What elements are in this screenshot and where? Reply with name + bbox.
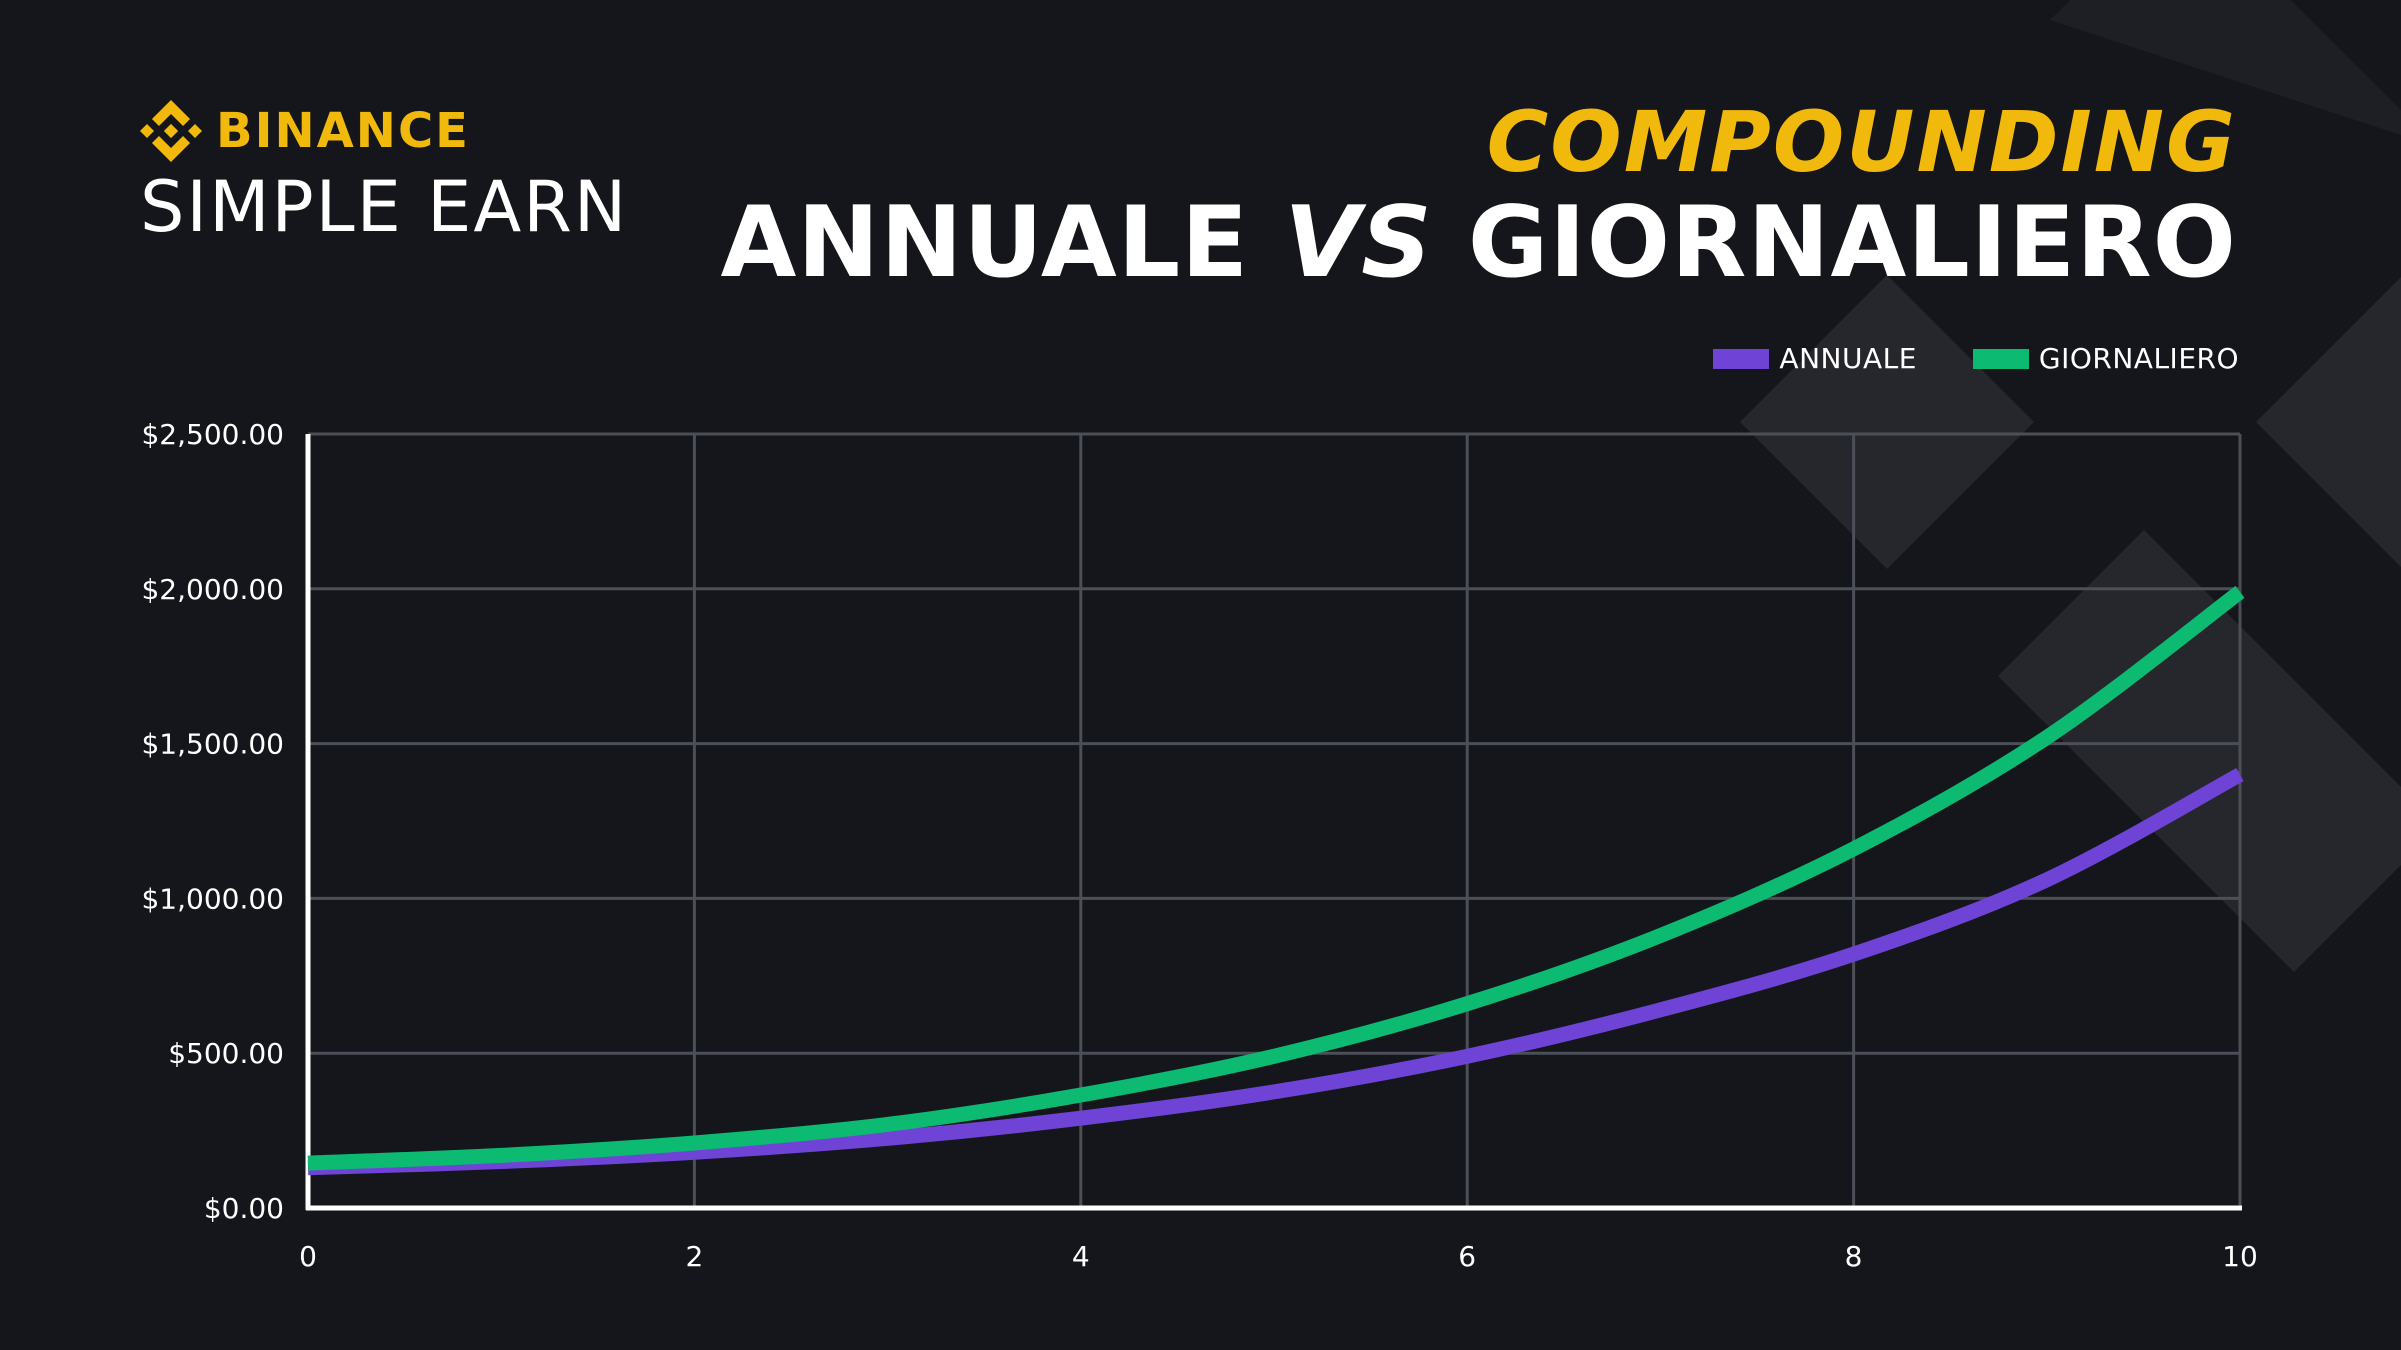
chart-title: ANNUALE VS GIORNALIERO <box>720 194 2237 292</box>
legend-label-annuale: ANNUALE <box>1779 342 1917 375</box>
product-name: SIMPLE EARN <box>140 166 629 248</box>
bg-diamond-large <box>1998 530 2401 972</box>
title-left: ANNUALE <box>720 186 1250 300</box>
chart-subtitle: COMPOUNDING <box>1486 93 2237 191</box>
y-tick-label: $2,500.00 <box>141 418 284 451</box>
x-tick-label: 8 <box>1845 1240 1863 1273</box>
title-right: GIORNALIERO <box>1467 186 2237 300</box>
legend-item-annuale: ANNUALE <box>1713 342 1916 375</box>
binance-logo-icon <box>140 100 202 162</box>
brand-name: BINANCE <box>216 103 470 159</box>
legend-label-giornaliero: GIORNALIERO <box>2038 342 2239 375</box>
legend-item-giornaliero: GIORNALIERO <box>1972 342 2239 375</box>
series-line-annuale <box>307 767 2244 1176</box>
series <box>307 585 2245 1176</box>
y-tick-label: $1,000.00 <box>141 882 284 915</box>
y-tick-label: $500.00 <box>168 1037 284 1070</box>
x-tick-label: 4 <box>1072 1240 1090 1273</box>
title-block: COMPOUNDING ANNUALE VS GIORNALIERO <box>720 100 2237 292</box>
tick-labels: $0.00 $500.00 $1,000.00 $1,500.00 $2,000.00 $… <box>141 418 2257 1273</box>
bg-diamond-right <box>2256 277 2401 567</box>
series-line-giornaliero <box>307 585 2245 1171</box>
bg-diamond-top <box>2050 0 2401 135</box>
x-tick-label: 10 <box>2222 1240 2258 1273</box>
x-tick-label: 0 <box>299 1240 317 1273</box>
y-tick-label: $2,000.00 <box>141 573 284 606</box>
y-tick-label: $0.00 <box>204 1192 284 1225</box>
chart-legend: ANNUALE GIORNALIERO <box>1657 342 2239 375</box>
x-tick-label: 6 <box>1458 1240 1476 1273</box>
title-vs: VS <box>1284 186 1433 300</box>
brand-block: BINANCE SIMPLE EARN <box>140 100 628 242</box>
y-tick-label: $1,500.00 <box>141 728 284 761</box>
bg-diamond-upper <box>1740 275 2034 569</box>
axes <box>305 434 2242 1211</box>
x-tick-label: 2 <box>685 1240 703 1273</box>
legend-swatch-annuale <box>1713 348 1770 369</box>
legend-swatch-giornaliero <box>1972 348 2029 369</box>
